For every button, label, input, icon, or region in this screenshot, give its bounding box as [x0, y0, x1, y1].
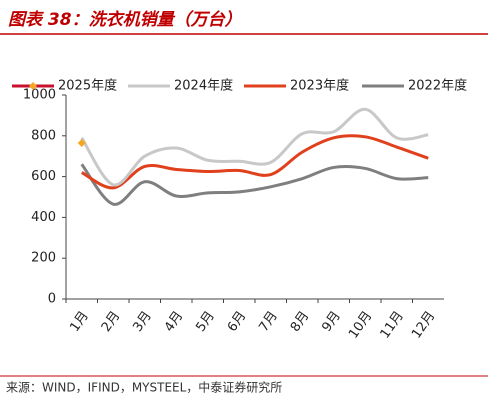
y-tick-label: 200	[31, 251, 56, 266]
legend-label: 2025年度	[58, 78, 117, 94]
x-tick-label: 6月	[225, 309, 249, 335]
legend-label: 2023年度	[290, 78, 349, 94]
x-tick-label: 10月	[346, 309, 375, 342]
x-tick-label: 3月	[130, 309, 154, 335]
legend-label: 2024年度	[174, 78, 233, 94]
chart-title: 图表 38：洗衣机销量（万台）	[8, 10, 242, 30]
series-line	[81, 134, 429, 190]
y-tick-label: 800	[31, 128, 56, 143]
x-tick-label: 4月	[162, 309, 186, 335]
x-tick-label: 1月	[67, 309, 91, 335]
x-tick-label: 8月	[288, 309, 312, 335]
x-tick-label: 7月	[256, 309, 280, 335]
x-tick-label: 12月	[409, 309, 438, 342]
x-tick-label: 5月	[193, 309, 217, 335]
x-tick-label: 2月	[99, 309, 123, 335]
y-tick-label: 600	[31, 169, 56, 184]
x-tick-label: 11月	[378, 309, 407, 342]
legend-marker	[29, 82, 37, 90]
legend-label: 2022年度	[408, 78, 467, 94]
series-line	[80, 107, 429, 187]
y-tick-label: 0	[48, 292, 56, 307]
x-tick-label: 9月	[319, 309, 343, 335]
y-tick-label: 1000	[23, 88, 56, 103]
point-marker	[77, 138, 86, 147]
y-tick-label: 400	[31, 210, 56, 225]
series-line	[80, 163, 429, 206]
source: 来源：WIND，IFIND，MYSTEEL，中泰证券研究所	[6, 380, 282, 395]
